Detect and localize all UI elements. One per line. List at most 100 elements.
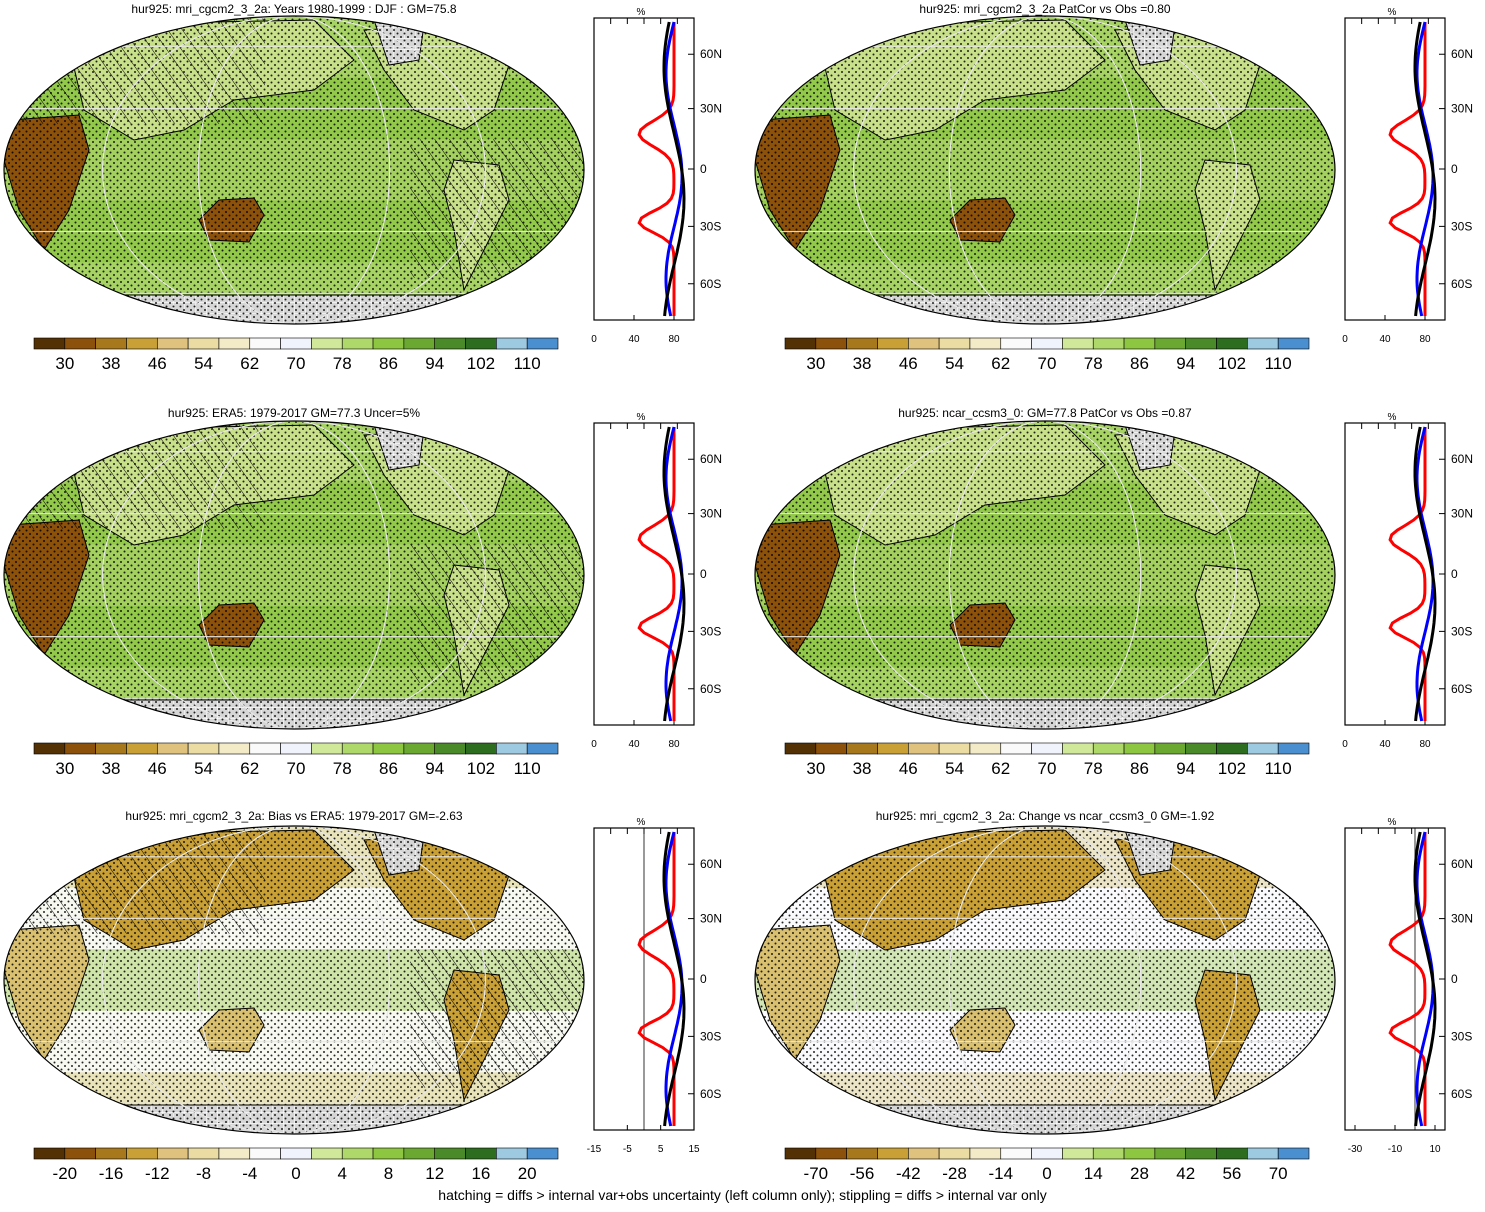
colorbar-tick-label: -70 xyxy=(804,1164,829,1183)
colorbar-box xyxy=(1000,1147,1032,1160)
colorbar-tick-label: 86 xyxy=(1130,759,1149,778)
colorbar-box xyxy=(1092,742,1125,755)
profile-lat-label: 30S xyxy=(700,1029,721,1043)
profile-line-black xyxy=(1413,831,1437,1127)
profile-x-label: 40 xyxy=(628,334,640,345)
colorbar-box xyxy=(187,337,220,350)
colorbar-tick-label: 20 xyxy=(518,1164,537,1183)
profile-x-label: 0 xyxy=(591,334,597,345)
colorbar-box xyxy=(403,1147,436,1160)
colorbar-box xyxy=(434,337,466,350)
colorbar-tick-label: 110 xyxy=(1265,354,1292,373)
colorbar-box xyxy=(33,337,66,350)
colorbar-box xyxy=(1154,1147,1187,1160)
hatching xyxy=(4,421,265,529)
panel-title: hur925: ncar_ccsm3_0: GM=77.8 PatCor vs … xyxy=(898,406,1192,420)
colorbar-tick-label: 30 xyxy=(55,759,74,778)
colorbar-tick-label: 94 xyxy=(425,354,444,373)
colorbar-box xyxy=(815,742,847,755)
colorbar-tick-label: 70 xyxy=(287,354,306,373)
map-border xyxy=(3,420,585,730)
profile-x-label: 40 xyxy=(1379,739,1391,750)
profile-x-label: 80 xyxy=(1419,334,1431,345)
colorbar-tick-label: 54 xyxy=(194,354,213,373)
profile-lat-label: 60S xyxy=(1451,1087,1472,1101)
profile-lat-label: 60N xyxy=(700,857,722,871)
colorbar-tick-label: 70 xyxy=(1038,759,1057,778)
colorbar-tick-label: 0 xyxy=(291,1164,300,1183)
graticule-lon xyxy=(853,16,1237,324)
colorbar-tick-label: 102 xyxy=(467,354,495,373)
profile-lat-label: 30S xyxy=(1451,624,1472,638)
colorbar-tick-label: -28 xyxy=(942,1164,967,1183)
colorbar-tick-label: 78 xyxy=(1084,759,1103,778)
colorbar-box xyxy=(311,337,343,350)
figure-canvas: hur925: mri_cgcm2_3_2a: Years 1980-1999 … xyxy=(3,2,1473,1183)
profile-x-label: 10 xyxy=(1429,1144,1441,1155)
profile-lat-label: 0 xyxy=(1451,567,1458,581)
colorbar-tick-label: 42 xyxy=(1176,1164,1195,1183)
colorbar-tick-label: -14 xyxy=(988,1164,1013,1183)
profile-unit-label: % xyxy=(637,412,646,423)
colorbar-tick-label: 78 xyxy=(333,354,352,373)
colorbar-tick-label: 46 xyxy=(899,354,918,373)
colorbar-box xyxy=(496,1147,528,1160)
colorbar-tick-label: 16 xyxy=(471,1164,490,1183)
profile-lat-label: 0 xyxy=(1451,162,1458,176)
colorbar-box xyxy=(846,1147,878,1160)
colorbar-box xyxy=(280,742,312,755)
colorbar-box xyxy=(187,1147,220,1160)
colorbar-box xyxy=(877,742,909,755)
map-field xyxy=(4,16,584,324)
profile-unit-label: % xyxy=(637,817,646,828)
colorbar-tick-label: 38 xyxy=(853,759,872,778)
graticule-lon xyxy=(853,826,1237,1134)
colorbar-tick-label: 28 xyxy=(1130,1164,1149,1183)
colorbar-box xyxy=(1216,337,1248,350)
colorbar-box xyxy=(95,742,127,755)
zonal-profile: % 60N 30N 0 30S 60S 0 40 80 xyxy=(1342,7,1473,345)
colorbar-box xyxy=(496,337,528,350)
colorbar-tick-label: 78 xyxy=(1084,354,1103,373)
map-border xyxy=(3,15,585,325)
graticule-lon xyxy=(102,826,486,1134)
colorbar-box xyxy=(465,1147,497,1160)
profile-x-label: 80 xyxy=(1419,739,1431,750)
profile-lat-label: 60N xyxy=(1451,47,1473,61)
colorbar-tick-label: -16 xyxy=(99,1164,124,1183)
colorbar-tick-label: 62 xyxy=(240,759,259,778)
colorbar-box xyxy=(1154,742,1187,755)
colorbar-box xyxy=(1092,337,1125,350)
colorbar-box xyxy=(1000,337,1032,350)
colorbar-box xyxy=(1154,337,1187,350)
colorbar-tick-label: 110 xyxy=(1265,759,1292,778)
colorbar-box xyxy=(1216,742,1248,755)
colorbar-tick-label: 54 xyxy=(945,354,964,373)
colorbar-box xyxy=(1000,742,1032,755)
colorbar-box xyxy=(1277,742,1310,755)
colorbar-box xyxy=(218,742,251,755)
colorbar-tick-label: 56 xyxy=(1222,1164,1241,1183)
colorbar-tick-label: 30 xyxy=(806,759,825,778)
colorbar-box xyxy=(1062,742,1094,755)
graticule-lon xyxy=(948,826,1142,1134)
colorbar-tick-label: 70 xyxy=(287,759,306,778)
colorbar-tick-label: 62 xyxy=(991,354,1010,373)
profile-lat-label: 30N xyxy=(700,912,722,926)
colorbar-tick-label: 70 xyxy=(1269,1164,1288,1183)
colorbar-tick-label: 102 xyxy=(467,759,495,778)
colorbar-box xyxy=(434,1147,466,1160)
profile-lat-label: 30S xyxy=(700,219,721,233)
hatching xyxy=(4,16,265,124)
colorbar-tick-label: 110 xyxy=(514,759,541,778)
colorbar-box xyxy=(249,742,281,755)
colorbar-tick-label: 38 xyxy=(853,354,872,373)
profile-x-label: -30 xyxy=(1348,1144,1363,1155)
colorbar-box xyxy=(311,742,343,755)
graticule-lon xyxy=(948,421,1142,729)
profile-lat-label: 0 xyxy=(700,972,707,986)
colorbar-box xyxy=(1277,1147,1310,1160)
colorbar-box xyxy=(249,1147,281,1160)
panel-title: hur925: mri_cgcm2_3_2a: Bias vs ERA5: 19… xyxy=(125,809,463,823)
zonal-profile: % 60N 30N 0 30S 60S 0 40 80 xyxy=(591,412,722,750)
